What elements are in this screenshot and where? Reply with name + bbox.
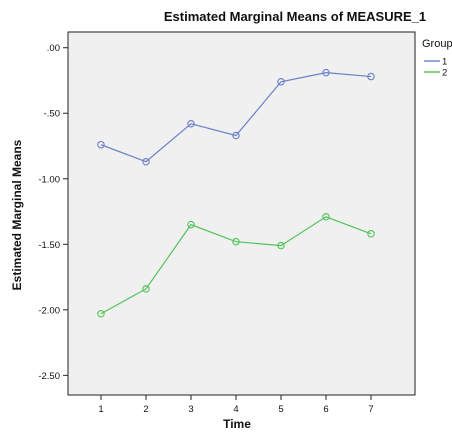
y-axis-label: Estimated Marginal Means	[10, 139, 24, 290]
x-tick-label: 7	[368, 404, 373, 415]
legend-label-1: 1	[442, 57, 447, 68]
x-tick-label: 1	[98, 404, 103, 415]
series-layer	[97, 68, 375, 318]
x-tick-label: 2	[143, 404, 148, 415]
data-point-series-1	[232, 131, 240, 140]
x-tick-label: 6	[323, 404, 328, 415]
y-tick-label: -1.00	[38, 174, 60, 185]
data-point-series-1	[322, 68, 330, 77]
y-tick-label: -.50	[44, 109, 60, 120]
data-point-series-1	[187, 119, 195, 128]
data-point-series-1	[367, 72, 375, 81]
x-tick-label: 3	[188, 404, 193, 415]
x-axis: 1 2 3 4 5 6 7	[98, 395, 374, 415]
legend-title: Group	[422, 38, 452, 50]
y-tick-label: .00	[47, 43, 60, 54]
x-axis-label: Time	[223, 417, 251, 429]
data-point-series-2	[142, 285, 150, 293]
y-tick-label: -1.50	[38, 240, 60, 251]
data-point-series-1	[277, 78, 285, 86]
data-point-series-1	[142, 157, 150, 166]
x-tick-label: 4	[233, 404, 238, 415]
data-point-series-2	[232, 237, 240, 246]
data-point-series-2	[322, 213, 330, 221]
legend-label-2: 2	[442, 68, 447, 79]
data-point-series-2	[187, 220, 195, 229]
data-point-series-2	[367, 230, 375, 238]
data-point-series-2	[97, 310, 105, 318]
chart-title: Estimated Marginal Means of MEASURE_1	[164, 9, 426, 24]
plot-area	[67, 31, 416, 396]
data-point-series-2	[277, 241, 285, 250]
y-axis: .00 -.50 -1.00 -1.50 -2.00 -2.50	[38, 43, 68, 382]
data-point-series-1	[97, 140, 105, 149]
series-line-2	[100, 216, 372, 315]
x-tick-label: 5	[278, 404, 283, 415]
legend: 12	[424, 57, 447, 79]
y-tick-label: -2.00	[38, 305, 60, 316]
series-line-1	[100, 72, 372, 163]
y-tick-label: -2.50	[38, 371, 60, 382]
